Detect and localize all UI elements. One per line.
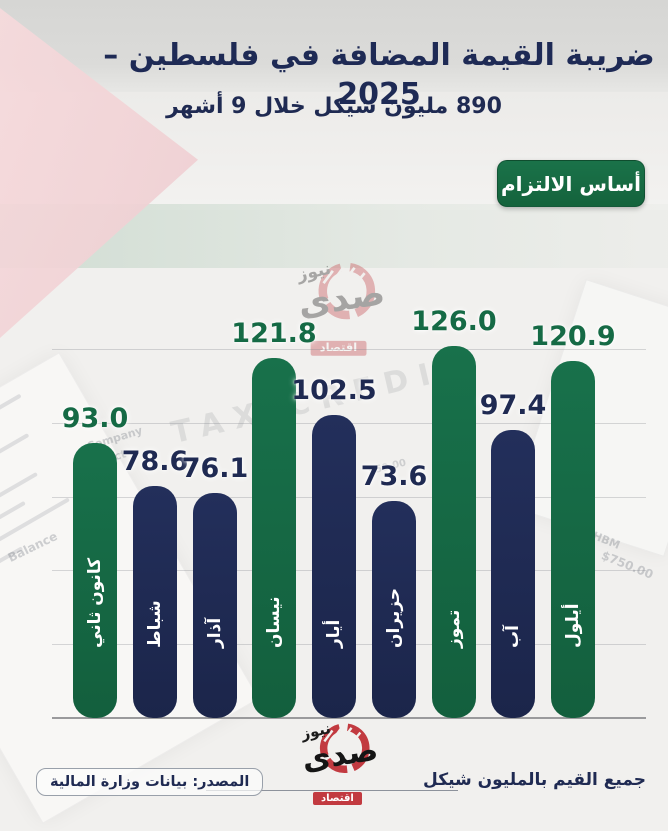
brush-circle-icon	[319, 723, 370, 774]
bar-value-label: 78.6	[121, 446, 189, 477]
bar-month-label: آذار	[205, 617, 225, 648]
chart-bar-3: آذار	[193, 493, 237, 718]
chart-bar-4: نيسان	[252, 358, 296, 718]
source-box: المصدر: بيانات وزارة المالية	[36, 768, 264, 796]
chart-bar-7: تموز	[432, 346, 476, 718]
background-band-top	[0, 0, 668, 92]
chart-bar-8: آب	[491, 430, 535, 718]
unit-note: جميع القيم بالمليون شيكل	[423, 770, 646, 790]
bar-value-label: 97.4	[479, 390, 547, 421]
chart-bar-1: كانون ثاني	[73, 443, 117, 718]
bar-value-label: 93.0	[61, 403, 129, 434]
bar-month-label: آب	[503, 625, 523, 648]
bar-month-label: أيار	[324, 619, 344, 648]
bar-value-label: 120.9	[530, 321, 616, 352]
gridline-125	[52, 349, 646, 350]
bar-value-label: 102.5	[291, 375, 377, 406]
bar-value-label: 121.8	[231, 318, 317, 349]
logo-tag-economy: اقتصاد	[313, 792, 362, 805]
bar-value-label: 126.0	[411, 306, 497, 337]
bar-value-label: 73.6	[360, 461, 428, 492]
footer-divider	[206, 790, 458, 791]
bar-month-label: شباط	[145, 600, 165, 648]
logo-tag-economy: اقتصاد	[310, 340, 367, 356]
page-subtitle: 890 مليون شيكل خلال 9 أشهر	[166, 94, 502, 119]
bar-month-label: كانون ثاني	[85, 557, 105, 648]
bar-value-label: 76.1	[181, 453, 249, 484]
bar-month-label: أيلول	[563, 603, 583, 648]
chart-bar-5: أيار	[312, 415, 356, 718]
x-axis-line	[52, 717, 646, 719]
page-title: ضريبة القيمة المضافة في فلسطين – 2025	[103, 38, 655, 112]
brush-circle-icon	[318, 262, 376, 320]
chart-bar-6: حزيران	[372, 501, 416, 718]
sada-news-logo-watermark: نيوز صدى اقتصاد	[292, 258, 387, 358]
bar-month-label: نيسان	[264, 596, 284, 648]
chart-bar-9: أيلول	[551, 361, 595, 718]
bar-month-label: تموز	[444, 609, 464, 648]
chart-bar-2: شباط	[133, 486, 177, 718]
commitment-basis-badge: أساس الالتزام	[497, 160, 645, 207]
sada-news-logo: نيوز صدى اقتصاد	[297, 719, 380, 807]
bar-month-label: حزيران	[384, 587, 404, 648]
